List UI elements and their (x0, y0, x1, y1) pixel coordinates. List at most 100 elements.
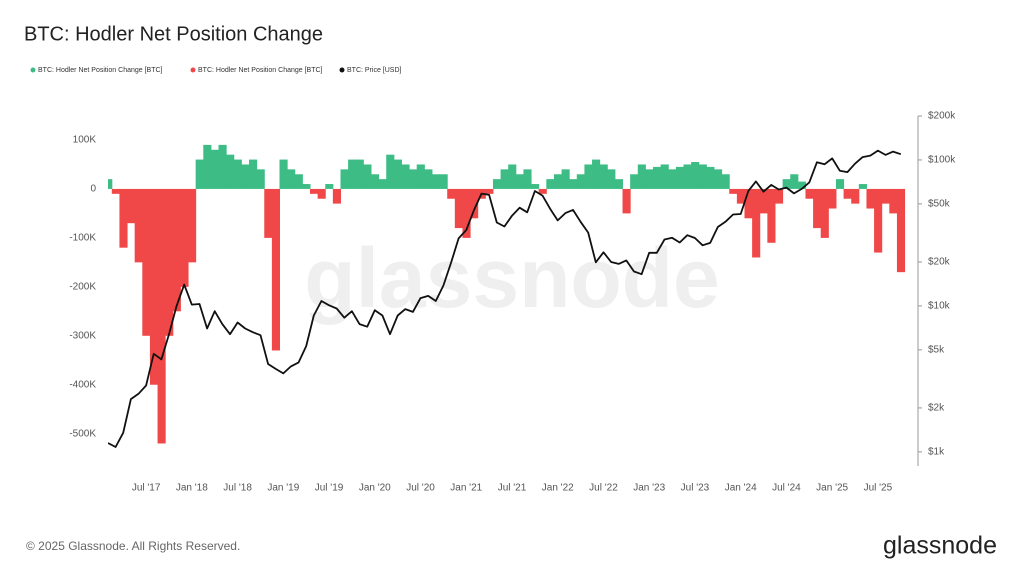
x-tick-label: Jan '25 (816, 483, 848, 494)
net-position-bar (264, 188, 273, 238)
net-position-bar (287, 169, 296, 189)
net-position-bar (683, 164, 692, 189)
net-position-bar (454, 188, 463, 229)
net-position-bar (531, 184, 540, 189)
x-tick-label: Jan '20 (359, 483, 391, 494)
net-position-bar (569, 179, 578, 189)
x-tick-label: Jan '21 (450, 483, 482, 494)
net-position-bar (592, 159, 601, 189)
x-tick-label: Jan '19 (267, 483, 299, 494)
net-position-bar (325, 184, 334, 189)
y-tick-label: -100K (69, 233, 96, 244)
net-position-bar (294, 174, 303, 189)
net-position-bar (820, 188, 829, 238)
net-position-bar (599, 164, 608, 189)
net-position-bar (790, 174, 799, 189)
net-position-bar (744, 188, 753, 219)
net-position-bar (889, 188, 898, 214)
net-position-bar (256, 169, 265, 189)
net-position-bar (470, 188, 479, 219)
net-position-bar (553, 174, 563, 189)
net-position-bar (233, 159, 242, 189)
net-position-bar (218, 144, 227, 189)
net-position-bar (424, 169, 433, 189)
net-position-bar (896, 188, 906, 273)
net-position-bar (706, 166, 715, 189)
net-position-bar (805, 188, 814, 199)
net-position-bar (310, 188, 319, 194)
net-position-bar (851, 188, 860, 204)
net-position-bar (355, 159, 364, 189)
net-position-bar (523, 169, 532, 189)
net-position-bar (439, 174, 448, 189)
net-position-bar (462, 188, 471, 238)
net-position-bar (835, 179, 845, 189)
plot-area (108, 144, 906, 448)
y2-tick-label: $200k (928, 111, 956, 122)
y2-tick-label: $1k (928, 446, 945, 457)
chart-title: BTC: Hodler Net Position Change (24, 23, 323, 45)
net-position-bar (203, 144, 212, 189)
footer: © 2025 Glassnode. All Rights Reserved. (26, 539, 240, 553)
net-position-bar (630, 174, 639, 189)
net-position-bar (645, 169, 654, 189)
net-position-bar (653, 166, 662, 189)
net-position-bar (241, 164, 250, 189)
x-tick-label: Jan '24 (725, 483, 757, 494)
net-position-bar (767, 188, 776, 243)
net-position-bar (584, 164, 593, 189)
net-position-bar (607, 169, 616, 189)
x-tick-label: Jul '18 (223, 483, 252, 494)
net-position-bar (614, 179, 624, 189)
net-position-bar (492, 179, 502, 189)
net-position-bar (142, 188, 151, 336)
net-position-bar (180, 188, 189, 287)
net-position-bar (782, 179, 791, 189)
y-tick-label: -300K (69, 330, 96, 341)
net-position-bar (149, 188, 159, 385)
net-position-bar (119, 188, 128, 248)
legend-label: BTC: Hodler Net Position Change [BTC] (198, 67, 323, 74)
net-position-bar (348, 159, 357, 189)
y-tick-label: 0 (90, 184, 96, 195)
net-position-bar (828, 188, 837, 209)
y2-tick-label: $5k (928, 344, 945, 355)
net-position-bar (332, 188, 341, 204)
net-position-bar (561, 169, 570, 189)
x-tick-label: Jul '22 (589, 483, 618, 494)
x-tick-label: Jul '23 (681, 483, 710, 494)
y2-tick-label: $2k (928, 403, 945, 414)
net-position-bar (858, 184, 867, 189)
net-position-bar (881, 188, 890, 204)
y2-tick-label: $20k (928, 257, 951, 268)
net-position-bar (774, 188, 784, 204)
net-position-bar (188, 188, 197, 263)
net-position-bar (409, 169, 418, 189)
legend-label: BTC: Price [USD] (347, 67, 402, 74)
logo: glassnode (883, 532, 997, 560)
net-position-bar (546, 179, 555, 189)
net-position-bar (797, 181, 806, 189)
y-tick-label: -500K (69, 428, 96, 439)
net-position-bar (637, 164, 646, 189)
y-tick-label: -200K (69, 281, 96, 292)
y2-tick-label: $10k (928, 301, 951, 312)
net-position-bar (752, 188, 761, 258)
legend-marker (30, 67, 36, 73)
y-tick-label: -400K (69, 379, 96, 390)
net-position-bar (165, 188, 174, 336)
net-position-bar (111, 188, 120, 194)
net-position-bar (759, 188, 768, 214)
net-position-bar (195, 159, 204, 189)
net-position-bar (622, 188, 631, 214)
net-position-bar (866, 188, 875, 209)
legend-marker (190, 67, 196, 73)
net-position-bar (721, 174, 730, 189)
net-position-bar (393, 159, 402, 189)
y2-tick-label: $100k (928, 155, 956, 166)
legend-marker (339, 67, 345, 73)
net-position-bar (736, 188, 745, 204)
net-position-bar (874, 188, 883, 253)
net-position-bar (210, 149, 220, 189)
